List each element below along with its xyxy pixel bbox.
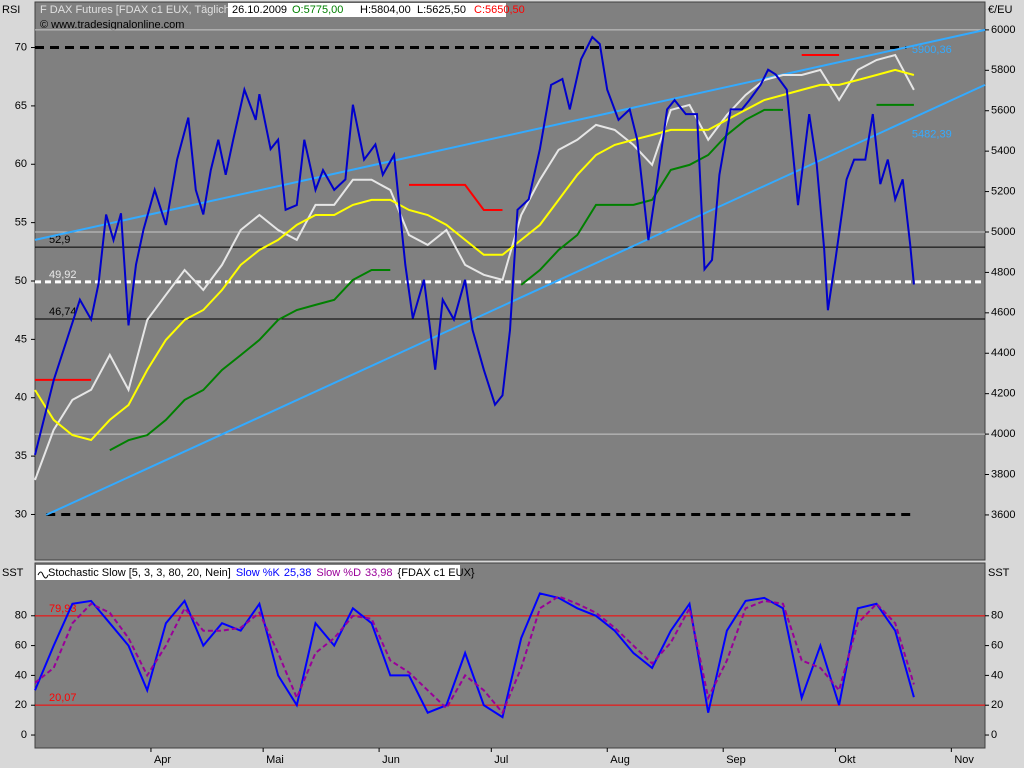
- y2-tick-label: 3800: [991, 468, 1015, 480]
- y-tick-label: 0: [21, 729, 27, 741]
- chart-title: F DAX Futures [FDAX c1 EUX, Täglich]: [40, 4, 233, 16]
- y-tick-label: 55: [15, 217, 27, 229]
- x-tick-label: Apr: [154, 754, 171, 766]
- series-line: [34, 68, 915, 442]
- y2-tick-label: 6000: [991, 24, 1015, 36]
- copyright: © www.tradesignalonline.com: [40, 19, 184, 31]
- trend-line: [34, 28, 986, 241]
- series-line: [35, 54, 840, 381]
- stoch-header-box: [36, 565, 460, 580]
- series-line: [34, 595, 915, 715]
- series-line: [109, 103, 914, 452]
- y2-tick-label: 4400: [991, 347, 1015, 359]
- y2-tick-label: 4000: [991, 428, 1015, 440]
- trend-line: [45, 83, 986, 516]
- trend-label: 5900,36: [912, 44, 952, 56]
- y-tick-label-right: 40: [991, 669, 1003, 681]
- quote-close: C:5650,50: [474, 4, 525, 16]
- series-line: [34, 53, 915, 481]
- level-label: 52,9: [49, 234, 70, 246]
- quote-date: 26.10.2009: [232, 4, 287, 16]
- x-tick-label: Nov: [954, 754, 974, 766]
- y-tick-label: 30: [15, 508, 27, 520]
- y2-tick-label: 5400: [991, 145, 1015, 157]
- stochastic-panel: [34, 562, 986, 749]
- x-tick-label: Mai: [266, 754, 284, 766]
- y2-tick-label: 5600: [991, 105, 1015, 117]
- y2-tick-label: 5800: [991, 64, 1015, 76]
- y-tick-label-right: 0: [991, 729, 997, 741]
- y2-tick-label: 3600: [991, 509, 1015, 521]
- quote-low: L:5625,50: [417, 4, 466, 16]
- y2-tick-label: 5200: [991, 185, 1015, 197]
- legend-value: 25,38: [284, 567, 312, 579]
- sst-axis-label: SST: [2, 567, 24, 579]
- series-line: [34, 35, 915, 456]
- y-tick-label: 70: [15, 41, 27, 53]
- level-label: 46,74: [49, 306, 77, 318]
- y2-tick-label: 4200: [991, 388, 1015, 400]
- legend-value: 33,98: [365, 567, 393, 579]
- stoch-title: Stochastic Slow [5, 3, 3, 80, 20, Nein]: [48, 567, 231, 579]
- rsi-axis-label: RSI: [2, 4, 20, 16]
- quote-high: H:5804,00: [360, 4, 411, 16]
- sst-axis-label-right: SST: [988, 567, 1010, 579]
- x-tick-label: Sep: [726, 754, 746, 766]
- price-axis-label: €/EU: [988, 4, 1013, 16]
- stoch-instrument: {FDAX c1 EUX}: [398, 567, 475, 579]
- y2-tick-label: 4800: [991, 266, 1015, 278]
- level-label: 49,92: [49, 269, 77, 281]
- x-tick-label: Jul: [494, 754, 508, 766]
- y-tick-label-right: 20: [991, 699, 1003, 711]
- level-label: 20,07: [49, 692, 77, 704]
- y-tick-label: 80: [15, 610, 27, 622]
- x-tick-label: Okt: [838, 754, 855, 766]
- y-tick-label: 40: [15, 669, 27, 681]
- y-tick-label: 45: [15, 333, 27, 345]
- y-tick-label-right: 80: [991, 610, 1003, 622]
- legend-name: Slow %K: [236, 567, 281, 579]
- y-tick-label: 40: [15, 392, 27, 404]
- y-tick-label: 35: [15, 450, 27, 462]
- y-tick-label: 65: [15, 100, 27, 112]
- x-tick-label: Aug: [610, 754, 630, 766]
- y2-tick-label: 4600: [991, 307, 1015, 319]
- stoch-header: Stochastic Slow [5, 3, 3, 80, 20, Nein] S…: [48, 567, 475, 579]
- series-line: [34, 592, 915, 719]
- quote-open: O:5775,00: [292, 4, 343, 16]
- trend-label: 5482,39: [912, 128, 952, 140]
- stoch-icon: [37, 571, 49, 579]
- y-tick-label: 60: [15, 639, 27, 651]
- legend-name: Slow %D: [316, 567, 361, 579]
- y-tick-label: 60: [15, 158, 27, 170]
- y-tick-label: 50: [15, 275, 27, 287]
- quote-box: [228, 3, 506, 17]
- y2-tick-label: 5000: [991, 226, 1015, 238]
- y-tick-label: 20: [15, 699, 27, 711]
- x-tick-label: Jun: [382, 754, 400, 766]
- y-tick-label-right: 60: [991, 639, 1003, 651]
